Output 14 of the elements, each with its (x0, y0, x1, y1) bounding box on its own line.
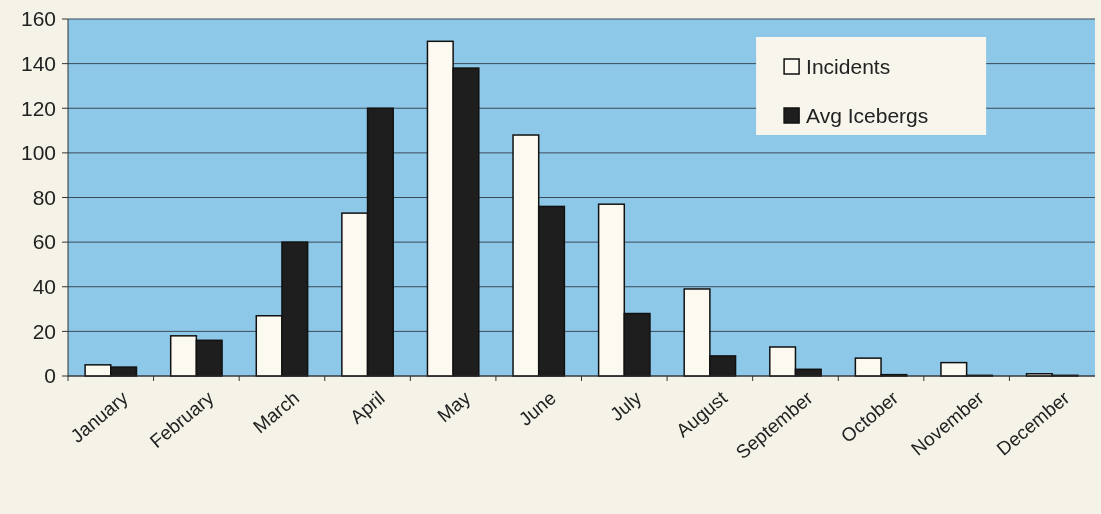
x-tick-label: May (433, 386, 475, 427)
y-tick-label: 80 (32, 185, 56, 209)
y-tick-label: 100 (20, 141, 56, 165)
legend-label: Incidents (806, 55, 891, 79)
y-tick-label: 120 (20, 96, 56, 120)
y-tick-label: 20 (32, 319, 56, 343)
x-tick-label: June (514, 387, 560, 430)
y-tick-label: 0 (44, 364, 56, 388)
y-tick-label: 160 (20, 7, 56, 31)
x-tick-label: July (606, 386, 646, 425)
y-tick-label: 140 (20, 51, 56, 75)
y-tick-label: 40 (32, 275, 56, 299)
y-tick-label: 60 (32, 230, 56, 254)
legend-label: Avg Icebergs (806, 104, 929, 128)
